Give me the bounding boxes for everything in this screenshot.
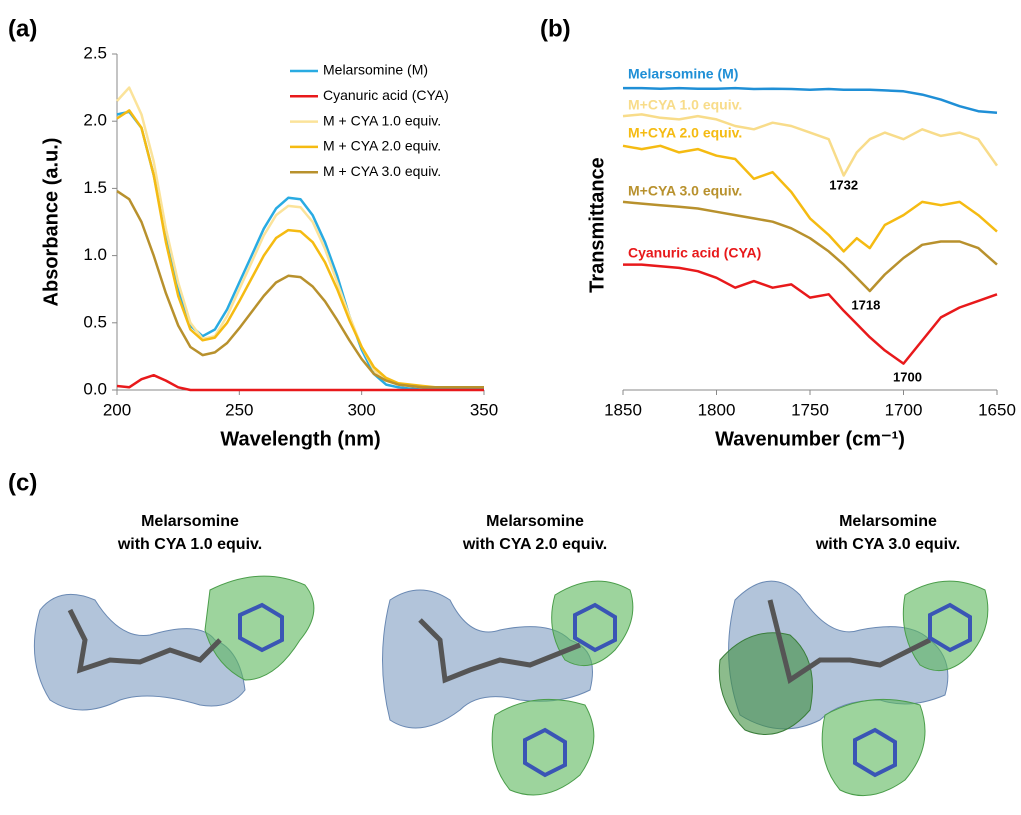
- molecule-title: with CYA 2.0 equiv.: [462, 536, 607, 553]
- series-line: [117, 88, 484, 388]
- panel-label: (a): [8, 15, 37, 42]
- panel-label: (b): [540, 15, 571, 42]
- panel-label: (c): [8, 469, 37, 496]
- molecule-title: with CYA 1.0 equiv.: [117, 536, 262, 553]
- series-label: M+CYA 2.0 equiv.: [628, 125, 742, 141]
- series-line: [623, 265, 997, 364]
- x-tick-label: 200: [103, 400, 131, 419]
- y-tick-label: 1.0: [83, 245, 107, 264]
- x-axis-label: Wavenumber (cm⁻¹): [715, 428, 905, 450]
- molecule-image: [34, 576, 314, 710]
- molecule-title: Melarsomine: [141, 513, 239, 530]
- legend-label: Melarsomine (M): [323, 62, 428, 78]
- legend-label: Cyanuric acid (CYA): [323, 87, 449, 103]
- series-label: M+CYA 1.0 equiv.: [628, 97, 742, 113]
- y-tick-label: 2.0: [83, 111, 107, 130]
- molecule-title: Melarsomine: [839, 513, 937, 530]
- legend-label: M + CYA 3.0 equiv.: [323, 163, 441, 179]
- series-label: M+CYA 3.0 equiv.: [628, 183, 742, 199]
- y-tick-label: 2.5: [83, 43, 107, 62]
- peak-label: 1718: [851, 297, 880, 312]
- legend-label: M + CYA 1.0 equiv.: [323, 112, 441, 128]
- molecule-image: [719, 581, 988, 796]
- y-axis-label: Absorbance (a.u.): [40, 138, 62, 307]
- series-line: [623, 114, 997, 175]
- x-tick-label: 300: [347, 400, 375, 419]
- y-axis-label: Transmittance: [586, 157, 608, 293]
- x-tick-label: 250: [225, 400, 253, 419]
- y-tick-label: 1.5: [83, 178, 107, 197]
- x-axis-label: Wavelength (nm): [220, 428, 380, 450]
- y-tick-label: 0.5: [83, 312, 107, 331]
- y-tick-label: 0.0: [83, 379, 107, 398]
- series-label: Cyanuric acid (CYA): [628, 245, 761, 261]
- molecule-title: with CYA 3.0 equiv.: [815, 536, 960, 553]
- molecule-image: [383, 581, 633, 795]
- x-tick-label: 1850: [604, 400, 642, 419]
- peak-label: 1700: [893, 369, 922, 384]
- figure: (a) (b) (c) Melarsomine with CYA 1.0 equ…: [0, 0, 1021, 815]
- peak-label: 1732: [829, 177, 858, 192]
- series-line: [117, 191, 484, 387]
- x-tick-label: 1800: [698, 400, 736, 419]
- x-tick-label: 1750: [791, 400, 829, 419]
- legend-label: M + CYA 2.0 equiv.: [323, 138, 441, 154]
- x-tick-label: 1700: [885, 400, 923, 419]
- x-tick-label: 350: [470, 400, 498, 419]
- x-tick-label: 1650: [978, 400, 1016, 419]
- series-label: Melarsomine (M): [628, 66, 738, 82]
- molecule-title: Melarsomine: [486, 513, 584, 530]
- panel-c-titles: Melarsomine with CYA 1.0 equiv. Melarsom…: [117, 513, 960, 553]
